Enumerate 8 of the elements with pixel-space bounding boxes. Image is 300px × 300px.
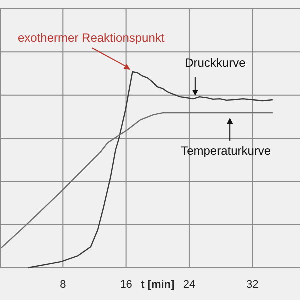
annotation: exothermer Reaktionspunkt	[18, 31, 166, 45]
text: Druckkurve	[185, 56, 246, 70]
x-axis-title: t [min]	[141, 279, 176, 291]
x-tick-label: 24	[183, 279, 196, 291]
x-tick-label: 16	[120, 279, 132, 291]
text: Temperaturkurve	[181, 144, 272, 158]
x-tick-label: 32	[246, 279, 259, 291]
x-tick-label: 8	[60, 279, 66, 291]
